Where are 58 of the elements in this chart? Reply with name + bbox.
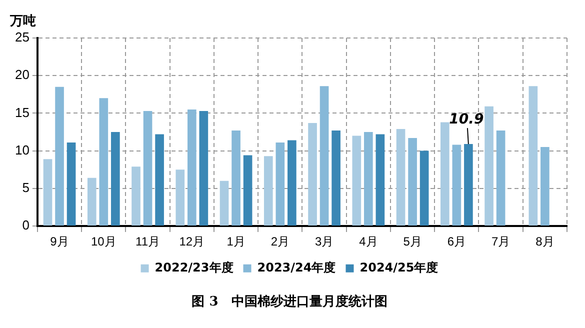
bar	[440, 122, 450, 226]
x-tick-label: 5月	[403, 234, 422, 249]
bar	[143, 110, 152, 226]
annotation: 10.9	[449, 112, 484, 128]
y-tick-label: 0	[22, 218, 30, 233]
x-tick-label: 7月	[491, 234, 510, 249]
bar	[352, 136, 362, 226]
bar	[55, 86, 64, 226]
x-tick-label: 2月	[270, 234, 290, 249]
y-tick-label: 15	[14, 104, 30, 120]
bar	[332, 130, 340, 226]
bar	[408, 138, 417, 226]
bar	[308, 122, 317, 226]
bar	[528, 86, 538, 226]
legend-label: 2024/25年度	[360, 260, 438, 275]
bar	[264, 156, 273, 226]
y-tick-label: 20	[14, 67, 30, 82]
y-tick-label: 5	[22, 180, 30, 195]
y-axis-title: 万吨	[9, 14, 36, 29]
bar	[43, 159, 52, 226]
legend-label: 2023/24年度	[257, 260, 336, 275]
bar	[452, 144, 462, 226]
bar	[496, 130, 506, 226]
x-tick-label: 9月	[50, 234, 69, 249]
bar	[199, 110, 208, 226]
bar	[187, 109, 196, 226]
x-tick-label: 12月	[179, 234, 205, 249]
x-tick-label: 6月	[447, 234, 466, 249]
x-tick-label: 4月	[359, 234, 378, 249]
bar	[155, 134, 164, 226]
bar	[420, 150, 429, 226]
bar	[320, 86, 329, 226]
bar	[376, 134, 385, 226]
bar	[111, 132, 120, 226]
bar	[87, 178, 96, 226]
bar	[132, 166, 140, 226]
y-tick-label: 10	[14, 142, 30, 158]
bar	[288, 140, 296, 226]
bar	[276, 142, 285, 226]
text: 图 3 中国棉纱进口量月度统计图	[192, 294, 388, 310]
x-tick-label: 10月	[90, 234, 116, 249]
bar	[220, 180, 229, 226]
bar	[232, 130, 240, 226]
x-tick-label: 3月	[314, 234, 334, 249]
x-tick-label: 1月	[226, 234, 246, 249]
bar	[396, 128, 406, 226]
bar	[484, 106, 494, 226]
x-tick-label: 8月	[536, 234, 554, 249]
bar	[364, 132, 373, 226]
legend-label: 2022/23年度	[154, 260, 234, 275]
bar	[540, 147, 550, 226]
x-tick-label: 11月	[136, 234, 160, 249]
bar	[176, 170, 185, 226]
bar	[99, 98, 108, 226]
bar	[66, 142, 76, 226]
y-tick-label: 25	[14, 30, 30, 45]
bar	[243, 155, 252, 226]
bar	[464, 144, 473, 226]
